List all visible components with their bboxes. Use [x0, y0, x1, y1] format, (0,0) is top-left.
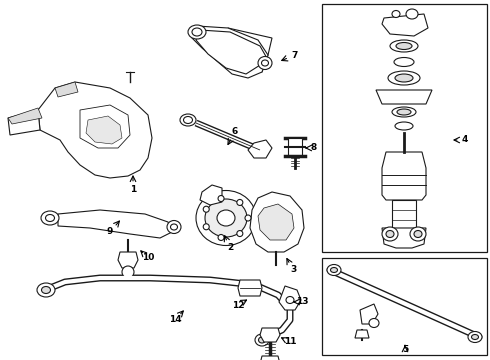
Polygon shape [392, 200, 416, 228]
Bar [322, 258, 487, 355]
Ellipse shape [203, 206, 209, 212]
Ellipse shape [203, 224, 209, 230]
Ellipse shape [369, 319, 379, 328]
Ellipse shape [392, 107, 416, 117]
Polygon shape [258, 204, 294, 240]
Polygon shape [360, 304, 378, 324]
Bar [322, 4, 487, 252]
Text: 8: 8 [311, 144, 317, 153]
Ellipse shape [471, 334, 479, 339]
Text: 2: 2 [227, 243, 233, 252]
Polygon shape [382, 14, 428, 36]
Ellipse shape [237, 199, 243, 206]
Ellipse shape [259, 337, 266, 343]
Ellipse shape [396, 42, 412, 49]
Ellipse shape [286, 297, 294, 303]
Ellipse shape [217, 210, 235, 226]
Polygon shape [200, 185, 222, 205]
Text: 6: 6 [232, 127, 238, 136]
Ellipse shape [245, 215, 251, 221]
Ellipse shape [262, 60, 269, 66]
Ellipse shape [382, 227, 398, 241]
Ellipse shape [468, 332, 482, 342]
Text: 13: 13 [296, 297, 308, 306]
Ellipse shape [390, 40, 418, 52]
Polygon shape [376, 90, 432, 104]
Ellipse shape [330, 267, 338, 273]
Polygon shape [8, 108, 42, 124]
Ellipse shape [397, 109, 411, 115]
Ellipse shape [218, 195, 224, 202]
Ellipse shape [414, 230, 422, 238]
Ellipse shape [392, 10, 400, 18]
Ellipse shape [183, 117, 193, 123]
Ellipse shape [167, 220, 181, 234]
Text: 5: 5 [402, 346, 408, 355]
Ellipse shape [205, 199, 247, 237]
Ellipse shape [258, 57, 272, 69]
Ellipse shape [395, 122, 413, 130]
Ellipse shape [386, 230, 394, 238]
Bar [288, 138, 302, 156]
Text: 3: 3 [290, 266, 296, 274]
Polygon shape [260, 328, 280, 342]
Polygon shape [118, 252, 138, 268]
Ellipse shape [394, 58, 414, 67]
Polygon shape [192, 26, 268, 78]
Ellipse shape [395, 74, 413, 82]
Text: 7: 7 [292, 50, 298, 59]
Text: 9: 9 [107, 228, 113, 237]
Ellipse shape [122, 266, 134, 278]
Polygon shape [8, 110, 40, 135]
Ellipse shape [37, 283, 55, 297]
Text: 1: 1 [130, 185, 136, 194]
Ellipse shape [327, 265, 341, 275]
Ellipse shape [388, 71, 420, 85]
Ellipse shape [196, 190, 256, 246]
Ellipse shape [180, 114, 196, 126]
Polygon shape [238, 280, 262, 296]
Polygon shape [224, 28, 272, 72]
Text: 14: 14 [169, 315, 181, 324]
Ellipse shape [46, 215, 54, 221]
Polygon shape [250, 192, 304, 252]
Polygon shape [38, 82, 152, 178]
Ellipse shape [237, 230, 243, 237]
Ellipse shape [41, 211, 59, 225]
Ellipse shape [406, 9, 418, 19]
Polygon shape [382, 152, 426, 200]
Ellipse shape [410, 227, 426, 241]
Polygon shape [355, 330, 369, 338]
Text: 10: 10 [142, 253, 154, 262]
Ellipse shape [218, 234, 224, 240]
Text: 12: 12 [232, 301, 244, 310]
Polygon shape [260, 356, 280, 360]
Ellipse shape [188, 25, 206, 39]
Text: 4: 4 [462, 135, 468, 144]
Polygon shape [55, 82, 78, 97]
Text: 11: 11 [284, 338, 296, 346]
Polygon shape [58, 210, 172, 238]
Ellipse shape [192, 28, 202, 36]
Polygon shape [382, 228, 426, 248]
Polygon shape [279, 286, 301, 310]
Polygon shape [80, 105, 130, 148]
Polygon shape [248, 140, 272, 158]
Ellipse shape [171, 224, 177, 230]
Polygon shape [196, 30, 268, 74]
Polygon shape [86, 116, 122, 144]
Ellipse shape [42, 287, 50, 293]
Ellipse shape [255, 334, 269, 346]
